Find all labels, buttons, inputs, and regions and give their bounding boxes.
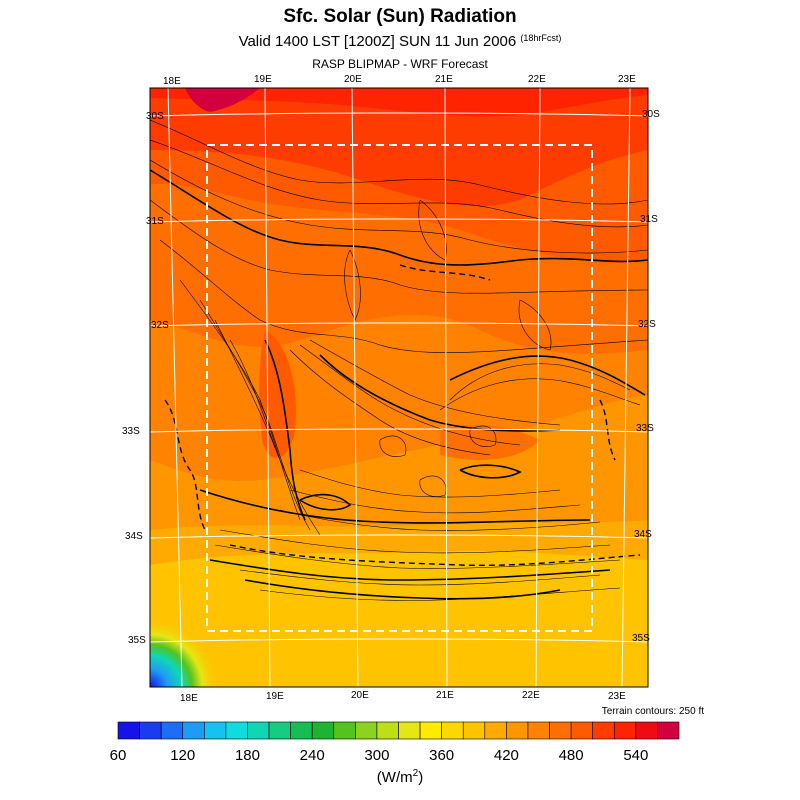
lon-label-top-20: 20E	[344, 74, 362, 85]
lat-label-left-30: 30S	[146, 111, 164, 122]
lat-label-right-31: 31S	[640, 214, 658, 225]
source-label: RASP BLIPMAP - WRF Forecast	[312, 57, 488, 71]
units-exponent: 2	[412, 768, 419, 779]
lat-label-right-34: 34S	[634, 529, 652, 540]
terrain-contours	[150, 119, 648, 601]
lon-label-bottom-22: 22E	[522, 690, 540, 701]
lat-label-left-31: 31S	[146, 216, 164, 227]
lon-label-bottom-23: 23E	[608, 691, 626, 702]
forecast-hour-note: (18hrFcst)	[520, 33, 562, 43]
lon-label-bottom-20: 20E	[351, 690, 369, 701]
lat-label-right-30: 30S	[642, 109, 660, 120]
radiation-field	[150, 88, 648, 687]
lon-label-bottom-21: 21E	[436, 690, 454, 701]
lon-label-top-23: 23E	[618, 74, 636, 85]
lon-label-top-18: 18E	[163, 76, 181, 87]
terrain-contour-note: Terrain contours: 250 ft	[601, 706, 704, 717]
nested-domain-box	[206, 144, 593, 632]
lat-label-right-32: 32S	[638, 319, 656, 330]
lon-label-bottom-19: 19E	[266, 691, 284, 702]
lat-label-left-34: 34S	[125, 531, 143, 542]
lat-label-right-33: 33S	[636, 423, 654, 434]
units-label: (W/m2)	[0, 768, 800, 786]
valid-time-text: Valid 1400 LST [1200Z] SUN 11 Jun 2006	[238, 33, 517, 50]
lat-label-right-35: 35S	[632, 633, 650, 644]
lon-label-bottom-18: 18E	[180, 693, 198, 704]
chart-title: Sfc. Solar (Sun) Radiation	[283, 6, 517, 27]
units-text: (W/m	[376, 769, 413, 786]
map-frame	[149, 87, 649, 688]
lat-label-left-32: 32S	[151, 320, 169, 331]
lat-label-left-35: 35S	[128, 635, 146, 646]
valid-time-subtitle: Valid 1400 LST [1200Z] SUN 11 Jun 2006 (…	[0, 33, 800, 50]
lat-lon-grid	[150, 88, 648, 687]
lon-label-top-22: 22E	[528, 74, 546, 85]
lon-label-top-19: 19E	[254, 74, 272, 85]
lon-label-top-21: 21E	[435, 74, 453, 85]
units-close: )	[418, 769, 424, 786]
lat-label-left-33: 33S	[122, 426, 140, 437]
